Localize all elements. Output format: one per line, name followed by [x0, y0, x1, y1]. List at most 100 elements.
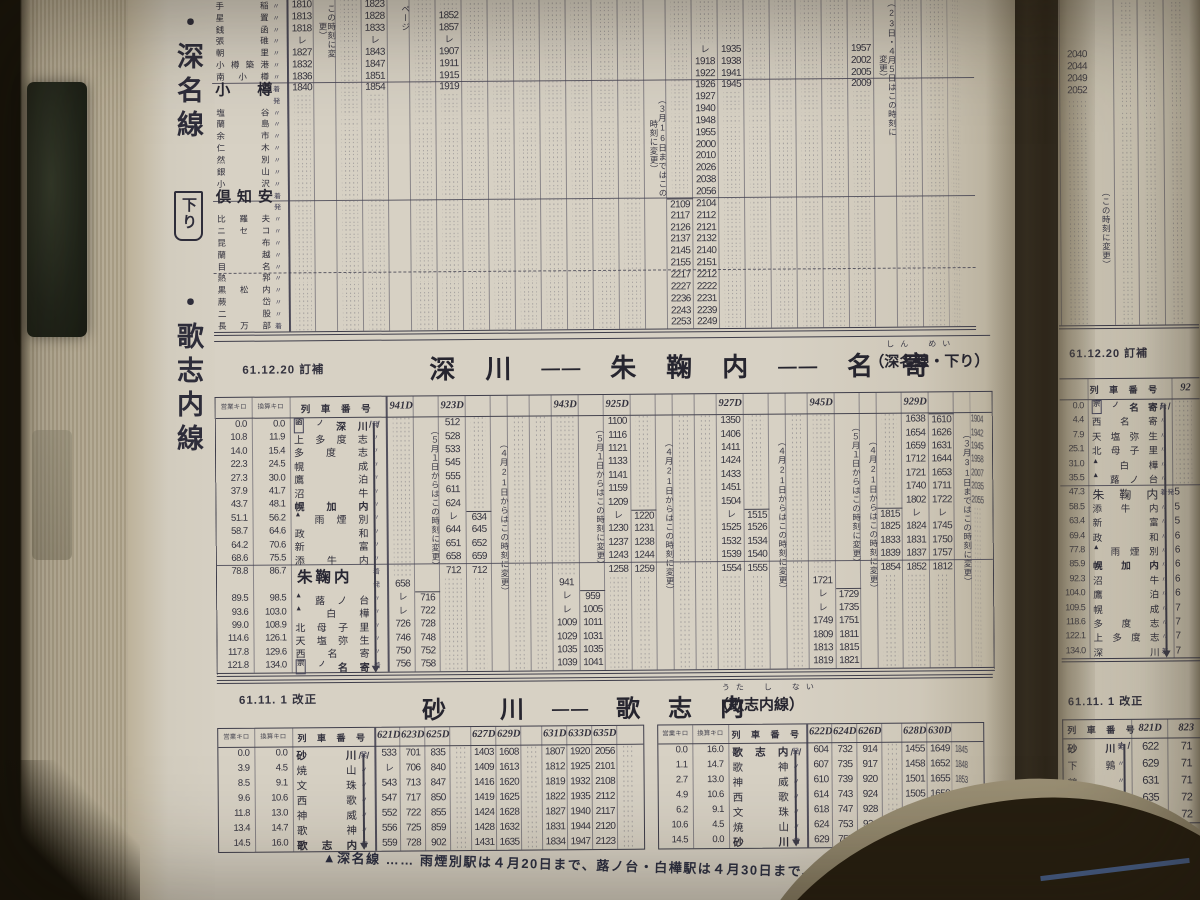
empty-time-dots — [1142, 5, 1157, 16]
empty-time-dots — [393, 471, 410, 483]
empty-time-dots — [802, 256, 819, 267]
time-cell: 1029 — [556, 630, 577, 642]
time-cell: 1424 — [720, 455, 741, 467]
empty-time-dots — [535, 536, 549, 549]
empty-time-dots — [749, 150, 766, 161]
empty-time-dots — [802, 209, 818, 220]
empty-time-dots — [1119, 195, 1135, 206]
time-cell: 1957 — [850, 42, 871, 54]
empty-time-dots — [611, 656, 628, 669]
empty-time-dots — [468, 235, 485, 246]
empty-time-dots — [803, 316, 819, 327]
station-name: 沼牛 — [1093, 572, 1159, 587]
empty-time-dots — [467, 69, 483, 80]
empty-time-dots — [534, 416, 548, 428]
empty-time-dots — [828, 268, 845, 279]
empty-time-dots — [791, 561, 805, 574]
station-name-char: 牛 — [1149, 575, 1160, 587]
empty-time-dots — [367, 130, 384, 140]
clipped-time-cell: 7 — [1175, 645, 1181, 657]
empty-time-dots — [883, 641, 899, 653]
km-converted: 14.7 — [706, 759, 724, 771]
empty-time-dots — [441, 164, 458, 175]
empty-time-dots — [1143, 171, 1159, 182]
empty-time-dots — [791, 601, 805, 614]
time-cell: 1847 — [364, 58, 385, 70]
station-name-char: 目 — [217, 261, 227, 272]
empty-time-dots — [750, 575, 766, 587]
station-row: 63.4新富〃5 — [1061, 513, 1200, 529]
empty-time-dots — [882, 480, 898, 493]
empty-time-dots — [367, 106, 384, 117]
empty-time-dots — [598, 270, 615, 281]
empty-time-dots — [520, 188, 536, 199]
empty-time-dots — [294, 142, 311, 153]
empty-time-dots — [901, 161, 918, 172]
station-name-char: 母 — [1110, 446, 1121, 458]
empty-time-dots — [928, 184, 944, 195]
empty-time-dots — [466, 34, 483, 45]
time-cell: 1121 — [607, 442, 628, 454]
empty-time-dots — [1067, 148, 1088, 159]
station-name: 蘭越 — [217, 248, 270, 260]
km-operating: 114.6 — [227, 633, 249, 645]
time-cell: 1809 — [812, 628, 833, 640]
station-name-char: 熱 — [217, 273, 227, 284]
train-number-header: 945D — [809, 397, 833, 409]
empty-time-dots — [295, 213, 312, 224]
empty-time-dots — [512, 416, 526, 429]
empty-time-dots — [699, 508, 714, 521]
station-name: 宗ノ名寄 — [1091, 400, 1158, 415]
km-operating: 22.3 — [230, 458, 248, 471]
station-row: 8.59.1文珠〃 — [219, 776, 375, 792]
km-converted: 10.6 — [271, 792, 288, 804]
empty-time-dots — [670, 20, 687, 31]
station-row: 仁木〃 — [213, 142, 288, 154]
station-name-char: 張 — [215, 36, 225, 47]
time-cell: 1613 — [499, 761, 519, 773]
empty-time-dots — [637, 656, 653, 669]
empty-time-dots — [750, 186, 766, 197]
arrival-departure-mark: 〃 — [273, 121, 281, 129]
time-cell: 1848 — [955, 758, 968, 772]
empty-time-dots — [635, 415, 651, 428]
empty-time-dots — [343, 319, 359, 330]
time-cell: 1659 — [905, 440, 926, 452]
time-cell: 713 — [405, 777, 421, 789]
empty-time-dots — [828, 292, 845, 303]
empty-time-dots — [677, 495, 692, 508]
empty-time-dots — [534, 429, 548, 442]
empty-time-dots — [791, 628, 806, 641]
empty-time-dots — [441, 141, 458, 152]
time-cell: 1927 — [695, 91, 716, 103]
empty-time-dots — [750, 209, 766, 220]
empty-time-dots — [597, 163, 614, 174]
empty-time-dots — [440, 0, 457, 10]
empty-time-dots — [828, 280, 845, 291]
time-cell: 1751 — [838, 615, 859, 627]
empty-time-dots — [1144, 242, 1159, 253]
time-cell: 712 — [471, 564, 487, 576]
empty-time-dots — [546, 223, 563, 234]
empty-time-dots — [294, 106, 311, 117]
empty-time-dots — [671, 139, 688, 150]
empty-time-dots — [597, 151, 614, 162]
empty-time-dots — [1170, 277, 1185, 288]
empty-time-dots — [1068, 242, 1089, 253]
empty-time-dots — [623, 68, 639, 79]
empty-time-dots — [596, 0, 613, 8]
timetable-column-empty — [742, 0, 773, 328]
station-name-char: 度 — [1121, 618, 1132, 630]
time-cell: 928 — [862, 803, 878, 815]
empty-time-dots — [1175, 443, 1193, 456]
empty-time-dots — [973, 507, 982, 520]
empty-time-dots — [545, 69, 561, 80]
time-cell: 1409 — [474, 761, 494, 773]
empty-time-dots — [622, 9, 639, 20]
empty-time-dots — [1120, 301, 1136, 312]
station-row: 2.713.0神威〃 — [659, 772, 807, 788]
station-name: 天塩弥生 — [1092, 428, 1158, 443]
time-cell: 1942 — [970, 426, 984, 440]
empty-time-dots — [854, 256, 871, 267]
empty-time-dots — [1142, 88, 1158, 99]
